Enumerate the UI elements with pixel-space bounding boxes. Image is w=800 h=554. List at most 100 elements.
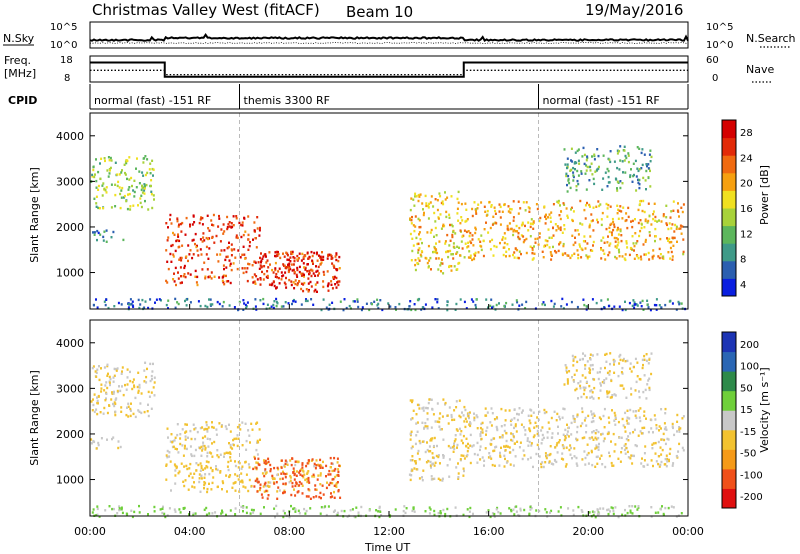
range-cell xyxy=(652,254,655,258)
range-cell xyxy=(613,360,616,363)
range-cell xyxy=(583,208,586,212)
range-cell xyxy=(309,280,312,284)
range-cell xyxy=(614,245,617,248)
range-cell xyxy=(678,430,681,433)
range-cell xyxy=(241,444,244,447)
range-cell xyxy=(620,234,623,237)
range-cell xyxy=(125,413,128,417)
range-cell xyxy=(559,217,562,221)
range-cell xyxy=(499,241,501,245)
range-cell xyxy=(92,165,95,168)
range-cell xyxy=(300,468,303,471)
range-cell xyxy=(627,215,630,219)
range-cell xyxy=(590,389,593,392)
range-cell xyxy=(612,464,615,467)
range-cell xyxy=(658,219,660,222)
range-cell xyxy=(273,466,276,470)
range-cell xyxy=(441,477,444,480)
range-cell xyxy=(313,462,316,466)
range-cell xyxy=(227,468,230,472)
range-cell xyxy=(666,457,669,461)
range-cell xyxy=(221,509,223,512)
range-cell xyxy=(410,474,413,477)
range-cell xyxy=(473,416,476,419)
range-cell xyxy=(261,496,264,499)
range-cell xyxy=(442,398,445,401)
range-cell xyxy=(91,175,94,178)
range-cell xyxy=(652,217,655,221)
range-cell xyxy=(322,280,325,283)
range-cell xyxy=(419,253,422,256)
range-cell xyxy=(184,275,187,279)
range-cell xyxy=(112,402,114,406)
range-cell xyxy=(115,397,118,400)
colorbar-tick-label: 28 xyxy=(740,128,753,139)
range-cell xyxy=(484,407,487,410)
range-cell xyxy=(562,244,565,248)
range-cell xyxy=(90,442,93,445)
range-cell xyxy=(95,371,98,374)
range-cell xyxy=(672,244,675,247)
range-cell xyxy=(260,493,263,496)
range-cell xyxy=(129,298,132,301)
range-cell xyxy=(451,235,454,239)
range-cell xyxy=(595,205,598,208)
range-cell xyxy=(654,418,657,421)
range-cell xyxy=(299,473,302,476)
range-cell xyxy=(645,188,647,191)
range-cell xyxy=(446,304,449,307)
range-cell xyxy=(91,511,94,514)
range-cell xyxy=(272,303,275,307)
range-cell xyxy=(571,254,574,257)
range-cell xyxy=(110,236,113,239)
range-cell xyxy=(594,436,597,439)
range-cell xyxy=(576,179,579,183)
range-cell xyxy=(159,508,162,511)
range-cell xyxy=(616,149,619,152)
cpid-strip: CPID normal (fast) -151 RF themis 3300 RF… xyxy=(8,84,689,110)
range-cell xyxy=(230,222,233,225)
range-cell xyxy=(227,460,230,464)
range-cell xyxy=(625,156,628,160)
range-cell xyxy=(468,411,471,414)
range-cell xyxy=(180,256,183,260)
range-cell xyxy=(647,379,650,382)
range-cell xyxy=(108,172,111,175)
range-cell xyxy=(296,470,298,473)
range-cell xyxy=(98,515,101,518)
range-cell xyxy=(456,212,459,215)
range-cell xyxy=(189,249,192,252)
range-cell xyxy=(627,456,630,459)
range-cell xyxy=(124,173,127,176)
range-cell xyxy=(467,230,470,233)
range-cell xyxy=(262,278,265,281)
range-cell xyxy=(447,255,450,259)
range-cell xyxy=(178,508,181,511)
range-cell xyxy=(472,300,475,303)
range-cell xyxy=(648,358,651,361)
range-cell xyxy=(518,237,521,241)
range-cell xyxy=(491,306,493,309)
range-cell xyxy=(246,279,249,283)
noise-right-label: N.Search xyxy=(746,32,796,45)
range-cell xyxy=(252,508,255,512)
range-cell xyxy=(667,251,670,254)
range-cell xyxy=(183,273,186,276)
range-cell xyxy=(436,199,439,202)
range-cell xyxy=(458,261,461,265)
range-cell xyxy=(259,278,262,281)
range-cell xyxy=(603,241,606,244)
range-cell xyxy=(484,447,487,450)
range-cell xyxy=(421,440,424,443)
range-cell xyxy=(153,505,156,509)
range-cell xyxy=(648,153,651,156)
range-cell xyxy=(485,433,487,436)
range-cell xyxy=(221,424,223,427)
range-cell xyxy=(495,425,498,429)
range-cell xyxy=(97,170,100,174)
colorbar-swatch xyxy=(722,260,736,279)
range-cell xyxy=(210,271,213,274)
range-cell xyxy=(505,461,508,464)
range-cell xyxy=(234,473,237,476)
noise-left-label: N.Sky xyxy=(3,32,35,45)
